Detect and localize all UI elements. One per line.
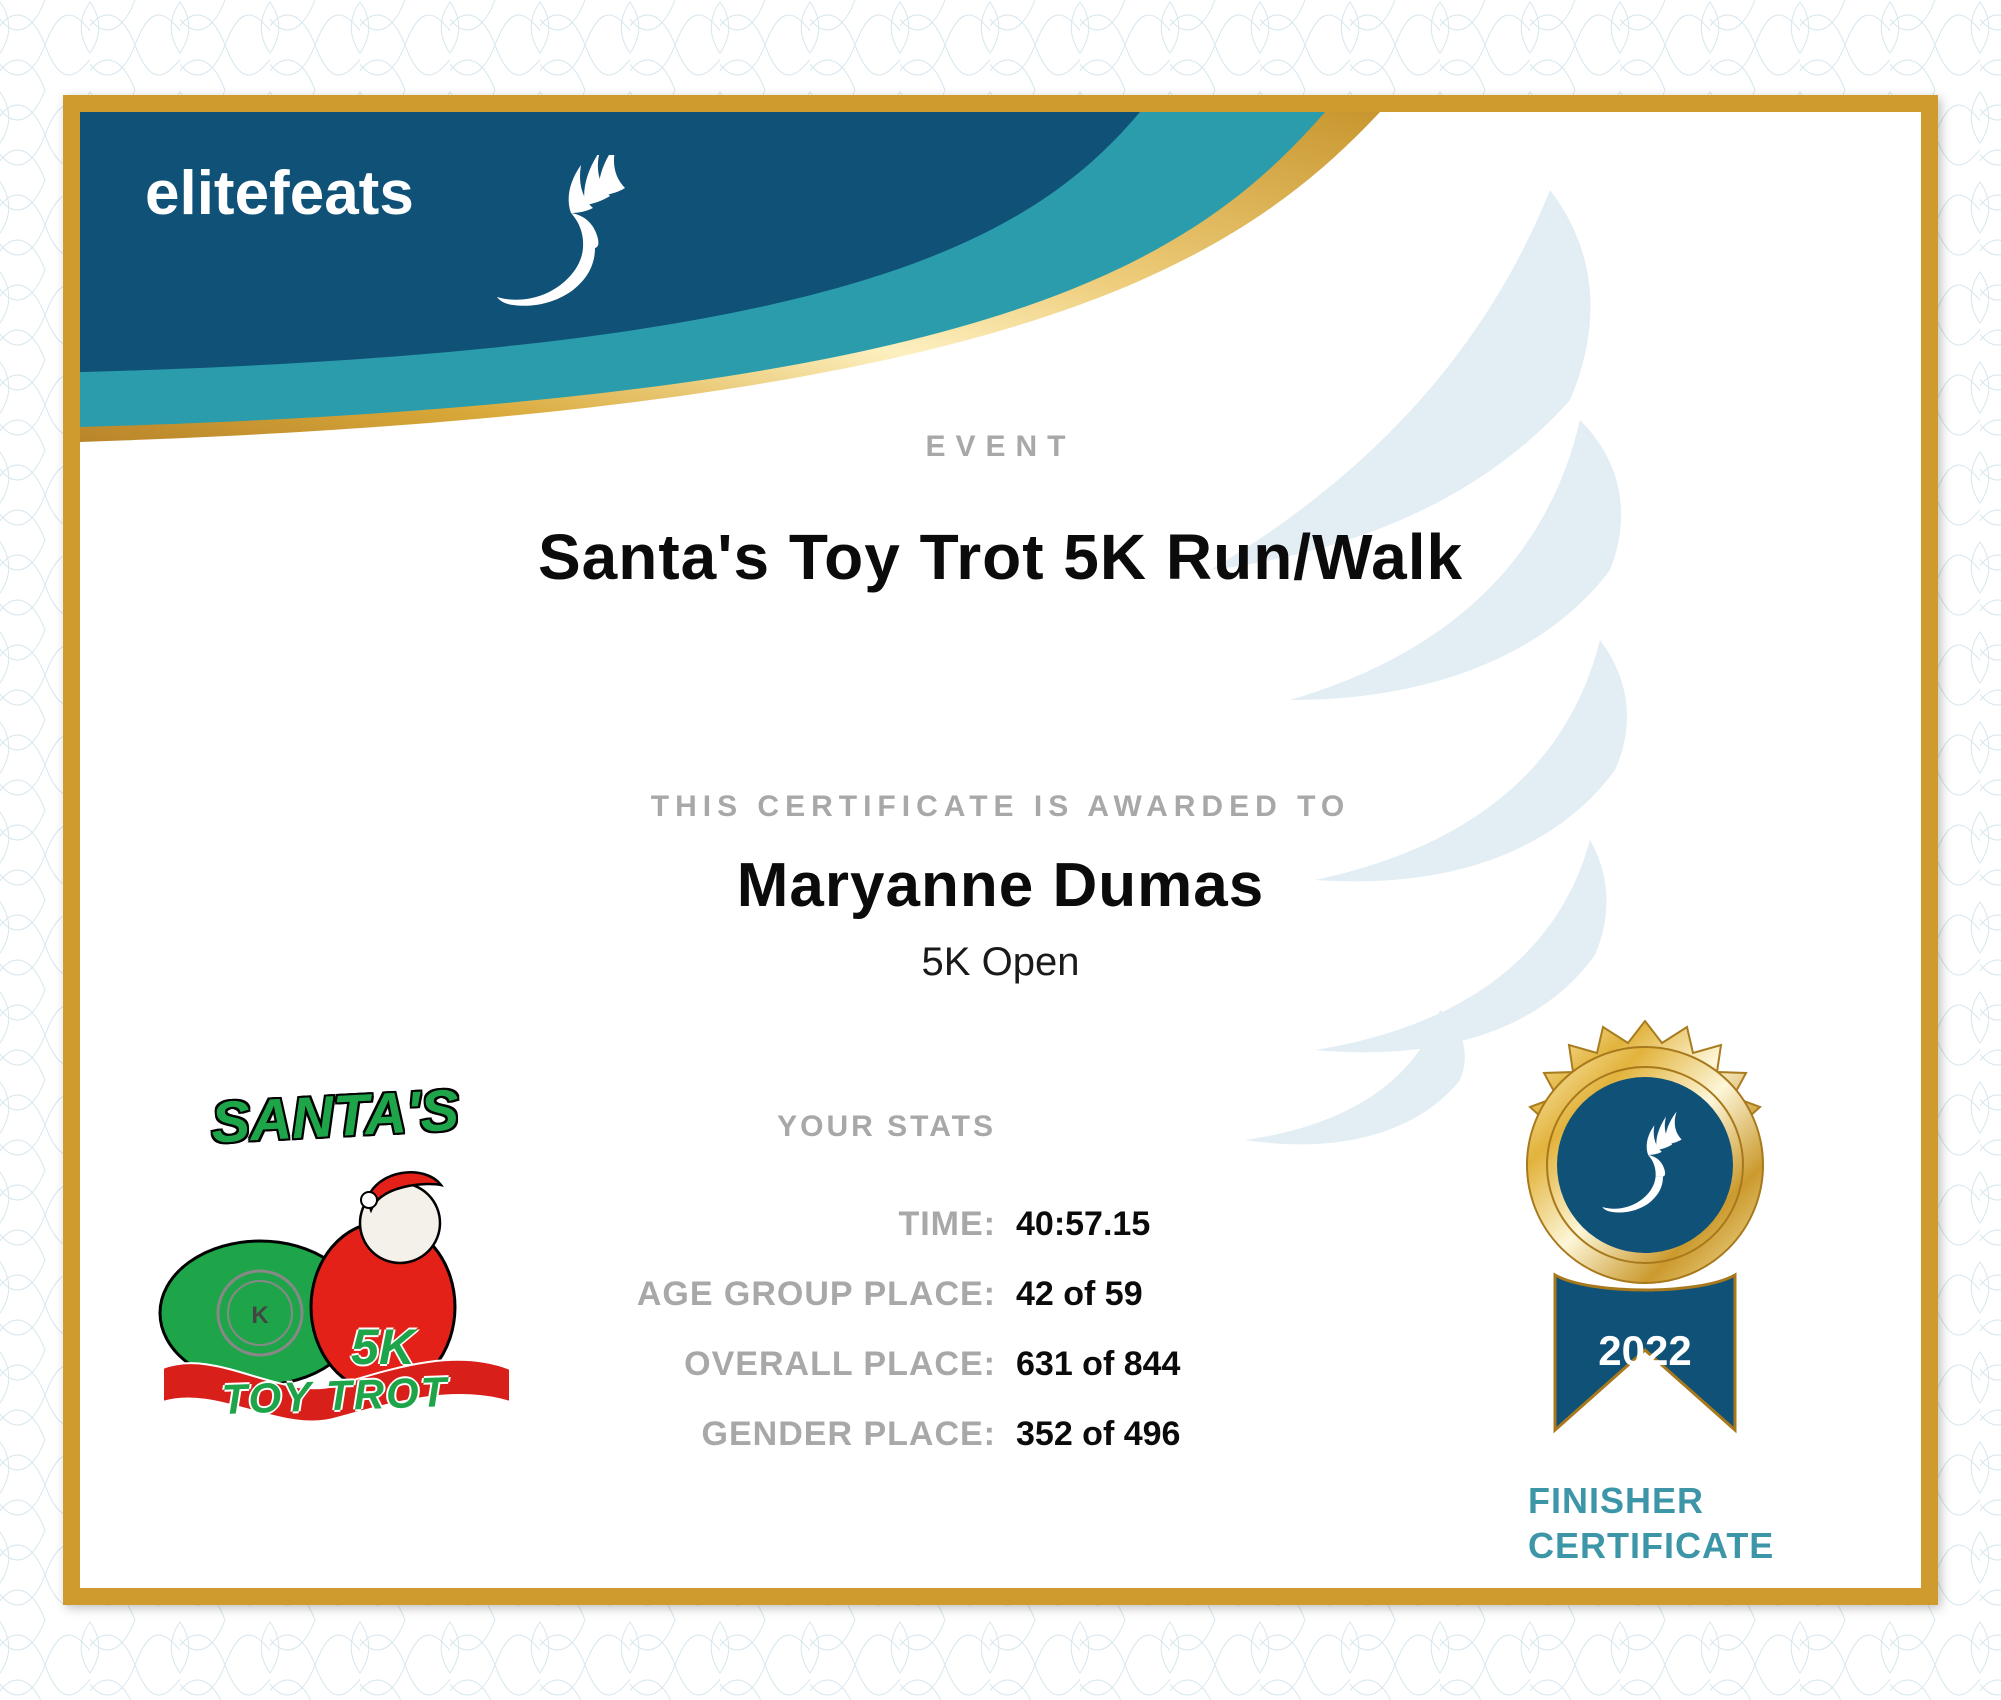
- svg-text:2022: 2022: [1598, 1327, 1691, 1374]
- svg-text:K: K: [251, 1302, 269, 1329]
